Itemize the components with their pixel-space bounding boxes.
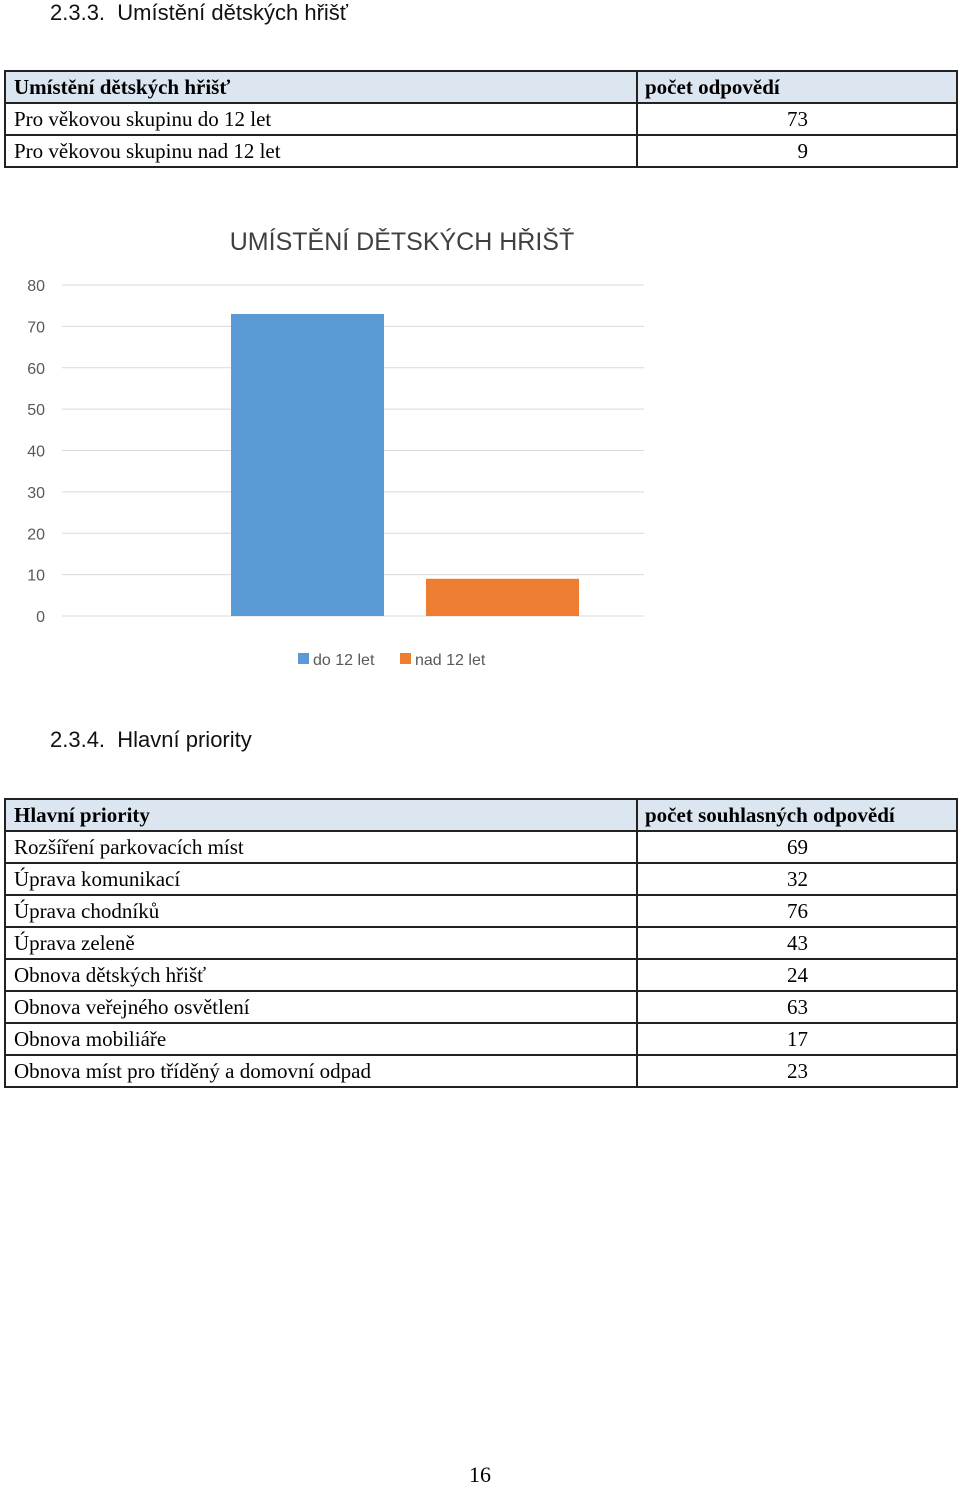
- table-cell-value: 73: [636, 102, 958, 136]
- table-row: Pro věkovou skupinu do 12 let 73: [4, 102, 958, 136]
- bar-nad-12-let: [426, 578, 579, 616]
- chart-bars: [231, 313, 579, 616]
- y-tick-label: 60: [27, 361, 45, 378]
- table-row: Obnova veřejného osvětlení 63: [4, 990, 958, 1024]
- y-tick-label: 40: [27, 444, 45, 461]
- table-header-row: Umístění dětských hřišť počet odpovědí: [4, 70, 958, 104]
- table-cell: Obnova dětských hřišť: [4, 958, 638, 992]
- chart-title: UMÍSTĚNÍ DĚTSKÝCH HŘIŠŤ: [230, 227, 574, 256]
- y-tick-label: 80: [27, 278, 45, 295]
- table-cell-value: 69: [636, 830, 958, 864]
- table-cell: Úprava chodníků: [4, 894, 638, 928]
- table-cell-value: 23: [636, 1054, 958, 1088]
- table-cell-value: 32: [636, 862, 958, 896]
- y-tick-label: 10: [27, 568, 45, 585]
- legend-swatch: [298, 653, 309, 664]
- y-tick-label: 30: [27, 485, 45, 502]
- header-cell: Umístění dětských hřišť: [4, 70, 638, 104]
- y-axis-tick-labels: 0 10 20 30 40 50 60 70 80: [27, 278, 45, 626]
- table-cell: Obnova mobiliáře: [4, 1022, 638, 1056]
- table-cell: Pro věkovou skupinu do 12 let: [4, 102, 638, 136]
- table-cell-value: 76: [636, 894, 958, 928]
- table-cell: Pro věkovou skupinu nad 12 let: [4, 134, 638, 168]
- table-row: Rozšíření parkovacích míst 69: [4, 830, 958, 864]
- table-row: Pro věkovou skupinu nad 12 let 9: [4, 134, 958, 168]
- table-header-row: Hlavní priority počet souhlasných odpověd…: [4, 798, 958, 832]
- table-cell: Obnova veřejného osvětlení: [4, 990, 638, 1024]
- header-cell: počet odpovědí: [636, 70, 958, 104]
- table-cell: Obnova míst pro tříděný a domovní odpad: [4, 1054, 638, 1088]
- legend-swatch: [400, 653, 411, 664]
- table-cell-value: 24: [636, 958, 958, 992]
- y-tick-label: 0: [36, 609, 45, 626]
- y-tick-label: 50: [27, 402, 45, 419]
- y-tick-label: 20: [27, 526, 45, 543]
- page-number: 16: [469, 1462, 491, 1487]
- table-row: Obnova dětských hřišť 24: [4, 958, 958, 992]
- table-row: Úprava chodníků 76: [4, 894, 958, 928]
- table-cell-value: 9: [636, 134, 958, 168]
- table-row: Obnova míst pro tříděný a domovní odpad 2…: [4, 1054, 958, 1088]
- playground-location-table: Umístění dětských hřišť počet odpovědí P…: [4, 70, 958, 168]
- table-cell-value: 63: [636, 990, 958, 1024]
- section-heading-playgrounds: 2.3.3. Umístění dětských hřišť: [50, 0, 349, 25]
- header-cell-value: počet souhlasných odpovědí: [636, 798, 958, 832]
- y-tick-label: 70: [27, 319, 45, 336]
- section-heading-priorities: 2.3.4. Hlavní priority: [50, 727, 252, 752]
- table-row: Obnova mobiliáře 17: [4, 1022, 958, 1056]
- table-cell: Rozšíření parkovacích míst: [4, 830, 638, 864]
- table-cell-value: 43: [636, 926, 958, 960]
- bar-do-12-let: [231, 313, 384, 616]
- legend-label: do 12 let: [313, 652, 375, 669]
- playground-location-chart: UMÍSTĚNÍ DĚTSKÝCH HŘIŠŤ 0 10 20 30 40 50 60 70 8…: [27, 227, 644, 669]
- table-cell: Úprava zeleně: [4, 926, 638, 960]
- table-row: Úprava komunikací 32: [4, 862, 958, 896]
- chart-legend: do 12 let nad 12 let: [298, 652, 486, 669]
- table-row: Úprava zeleně 43: [4, 926, 958, 960]
- table-cell-value: 17: [636, 1022, 958, 1056]
- main-priorities-table: Hlavní priority počet souhlasných odpověd…: [4, 798, 958, 1088]
- legend-label: nad 12 let: [415, 652, 486, 669]
- header-cell: Hlavní priority: [4, 798, 638, 832]
- table-cell: Úprava komunikací: [4, 862, 638, 896]
